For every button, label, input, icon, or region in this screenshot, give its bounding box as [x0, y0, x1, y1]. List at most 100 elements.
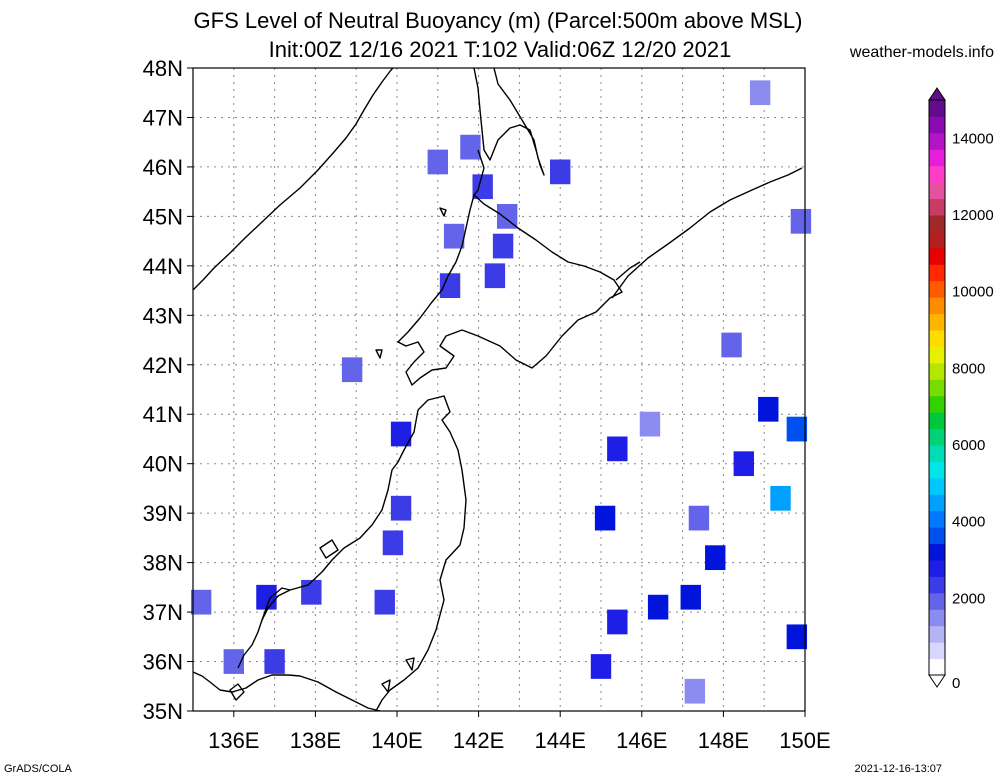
site-label: weather-models.info — [849, 44, 994, 61]
colorbar-swatch — [929, 280, 945, 298]
buoyancy-cell — [647, 594, 669, 620]
colorbar-swatch — [929, 609, 945, 627]
chart-title-line1: GFS Level of Neutral Buoyancy (m) (Parce… — [193, 8, 803, 33]
lat-tick-label: 43N — [143, 303, 183, 328]
coastline-small-island-1 — [375, 349, 383, 359]
colorbar-tick-label: 14000 — [952, 130, 994, 147]
colorbar-swatch — [929, 198, 945, 216]
colorbar-swatch — [929, 625, 945, 643]
buoyancy-cell — [786, 416, 808, 442]
lat-tick-label: 36N — [143, 650, 183, 675]
colorbar-swatch — [929, 182, 945, 200]
lon-tick-label: 146E — [616, 728, 667, 753]
coastline-small-island-2 — [439, 207, 447, 217]
buoyancy-cell — [721, 332, 742, 358]
colorbar-swatch — [929, 494, 945, 512]
buoyancy-cell — [443, 223, 465, 249]
buoyancy-cell — [301, 579, 322, 605]
colorbar-swatch — [929, 592, 945, 610]
colorbar-swatch — [929, 412, 945, 430]
colorbar-swatch — [929, 116, 945, 134]
credit-label: GrADS/COLA — [4, 763, 72, 775]
colorbar-swatch — [929, 100, 945, 117]
lat-tick-label: 39N — [143, 501, 183, 526]
colorbar-swatch — [929, 461, 945, 479]
buoyancy-cell — [758, 396, 779, 422]
buoyancy-cell — [639, 411, 661, 437]
colorbar-swatch — [929, 445, 945, 462]
colorbar-swatch — [929, 215, 945, 232]
buoyancy-cell — [374, 589, 395, 615]
buoyancy-cell — [749, 80, 771, 106]
coastline-sakhalin-west — [473, 149, 485, 196]
lat-tick-label: 46N — [143, 155, 183, 180]
colorbar-swatch — [929, 560, 945, 577]
colorbar-swatch — [929, 658, 945, 676]
buoyancy-cell — [460, 134, 481, 160]
timestamp-label: 2021-12-16-13:07 — [854, 763, 942, 775]
coastline-small-island-4 — [381, 679, 391, 693]
colorbar: 0 2000 4000 6000 8000 10000 12000 14000 — [928, 87, 994, 692]
lon-tick-label: 150E — [779, 728, 830, 753]
chart-title-line2: Init:00Z 12/16 2021 T:102 Valid:06Z 12/2… — [268, 37, 732, 62]
lat-tick-label: 41N — [143, 402, 183, 427]
lon-tick-label: 140E — [371, 728, 422, 753]
colorbar-tick-label: 0 — [952, 675, 960, 692]
coastline-sakhalin — [473, 67, 545, 176]
buoyancy-cell — [688, 505, 710, 531]
colorbar-swatch — [929, 576, 945, 594]
coastline-oki — [229, 683, 245, 701]
buoyancy-cell — [590, 654, 612, 679]
lat-tick-label: 48N — [143, 56, 183, 81]
colorbar-tick-label: 2000 — [952, 590, 985, 607]
longitude-labels: 136E 138E 140E 142E 144E 146E 148E 150E — [208, 711, 831, 753]
lat-tick-label: 38N — [143, 551, 183, 576]
colorbar-tick-label: 4000 — [952, 514, 985, 531]
buoyancy-cell — [786, 624, 808, 650]
lat-tick-label: 40N — [143, 452, 183, 477]
buoyancy-cell — [472, 174, 493, 200]
lat-tick-label: 42N — [143, 353, 183, 378]
coastline-small-island-3 — [405, 657, 415, 671]
buoyancy-cell — [705, 545, 726, 571]
buoyancy-cell — [496, 204, 518, 229]
lat-tick-label: 45N — [143, 204, 183, 229]
colorbar-tick-label: 10000 — [952, 284, 994, 301]
lon-tick-label: 136E — [208, 728, 259, 753]
coastline-kurils — [611, 167, 803, 299]
colorbar-swatch — [929, 165, 945, 183]
colorbar-swatch — [929, 642, 945, 660]
colorbar-swatch — [929, 231, 945, 249]
buoyancy-cell — [550, 159, 571, 185]
colorbar-swatch — [929, 395, 945, 413]
buoyancy-cell — [607, 436, 628, 462]
colorbar-swatch — [929, 264, 945, 282]
buoyancy-cell — [390, 495, 412, 521]
colorbar-swatch — [929, 132, 945, 150]
colorbar-tick-label: 12000 — [952, 207, 994, 224]
buoyancy-cell — [607, 609, 628, 635]
lon-tick-label: 138E — [290, 728, 341, 753]
lon-tick-label: 144E — [535, 728, 586, 753]
lat-tick-label: 35N — [143, 699, 183, 724]
coastline-sado — [319, 539, 339, 559]
buoyancy-cell — [680, 584, 701, 610]
buoyancy-cell — [390, 421, 412, 447]
buoyancy-field — [190, 80, 812, 704]
coastline-noto — [261, 587, 291, 621]
buoyancy-cell — [684, 678, 706, 704]
buoyancy-cell — [770, 485, 791, 511]
latitude-labels: 48N 47N 46N 45N 44N 43N 42N 41N 40N 39N 38N 37N 36N 3… — [143, 56, 193, 724]
buoyancy-cell — [190, 589, 212, 615]
lat-tick-label: 47N — [143, 105, 183, 130]
buoyancy-cell — [733, 451, 754, 477]
buoyancy-cell — [492, 233, 514, 259]
coastline-honshu — [192, 395, 467, 712]
colorbar-swatch — [929, 149, 945, 167]
lon-tick-label: 142E — [453, 728, 504, 753]
colorbar-swatch — [929, 330, 945, 347]
colorbar-swatch — [929, 527, 945, 545]
buoyancy-cell — [594, 505, 616, 531]
colorbar-tick-label: 6000 — [952, 437, 985, 454]
